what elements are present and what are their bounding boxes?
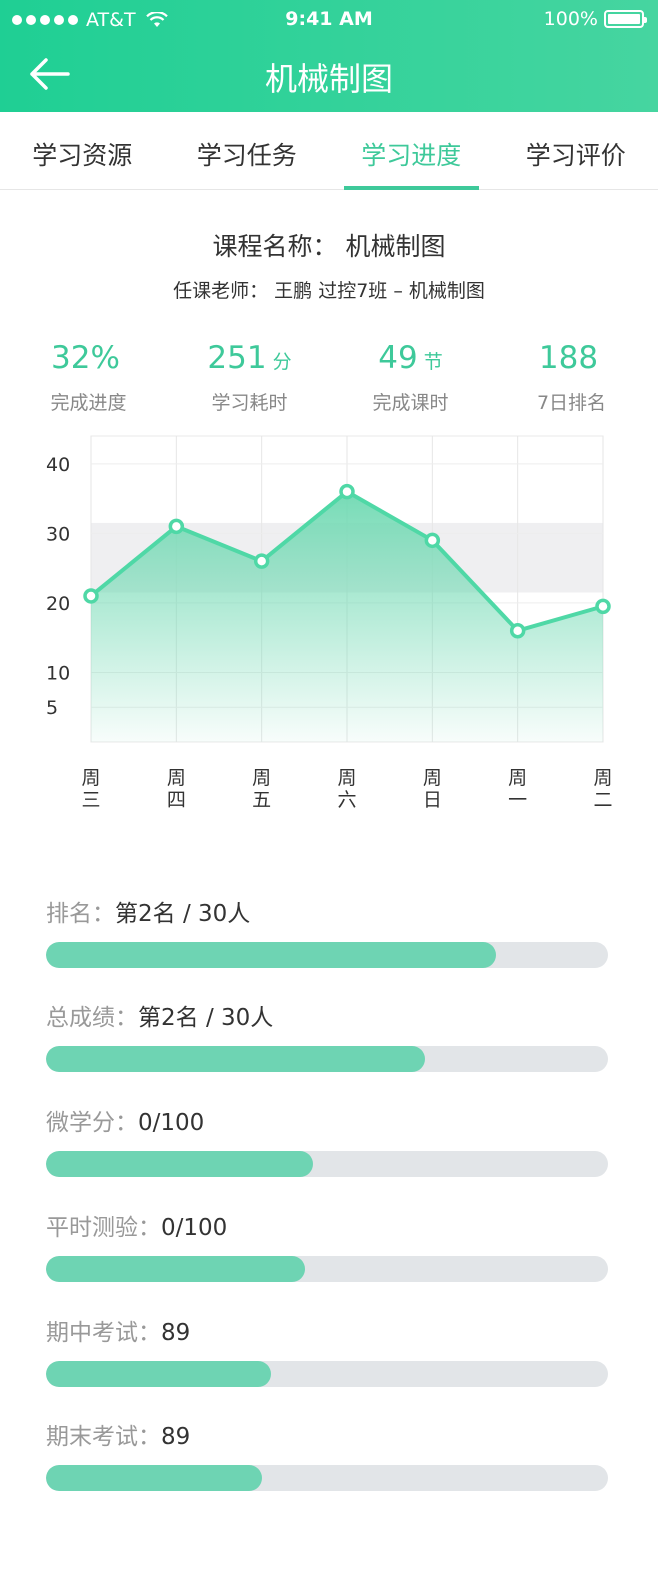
stats-row: 32% 完成进度 251 分 学习耗时 49 节 完成课时 188 7日排名 (8, 338, 652, 415)
status-right: 100% (543, 8, 647, 30)
y-tick-label: 30 (46, 523, 70, 545)
x-tick-label: 周六 (337, 767, 356, 811)
stat-completion: 32% 完成进度 (8, 338, 169, 415)
progress-track (46, 1046, 608, 1072)
data-point (339, 483, 355, 500)
app-header: AT&T 9:41 AM 100% 机械制图 (0, 0, 658, 112)
status-time: 9:41 AM (285, 8, 373, 30)
stat-rank: 188 7日排名 (491, 338, 652, 415)
progress-track (46, 1361, 608, 1387)
progress-final: 期末考试：89 (46, 1421, 608, 1491)
y-tick-label: 20 (46, 593, 70, 615)
data-point (168, 518, 185, 535)
stat-label: 完成进度 (50, 392, 127, 414)
x-tick-label: 周二 (593, 767, 612, 811)
progress-title: 平时测验：0/100 (46, 1215, 228, 1241)
stat-value: 251 分 (207, 340, 292, 376)
back-arrow-icon[interactable] (28, 54, 72, 94)
data-point (595, 598, 611, 615)
data-point (509, 622, 526, 639)
y-tick-label: 10 (46, 662, 70, 684)
stat-value: 188 (538, 340, 599, 376)
progress-rank: 排名：第2名 / 30人 (46, 898, 608, 968)
course-teacher: 任课老师： 王鹏 过控7班 – 机械制图 (173, 280, 485, 302)
stat-label: 学习耗时 (211, 392, 288, 414)
data-point (253, 553, 270, 569)
status-left: AT&T (12, 9, 168, 31)
progress-title: 总成绩：第2名 / 30人 (46, 1005, 274, 1031)
x-tick-label: 周四 (167, 767, 186, 811)
progress-title: 期末考试：89 (46, 1424, 191, 1450)
progress-total-score: 总成绩：第2名 / 30人 (46, 1002, 608, 1072)
status-bar: AT&T 9:41 AM 100% (0, 0, 658, 38)
stat-label: 完成课时 (372, 392, 449, 414)
tab-progress[interactable]: 学习进度 (329, 112, 494, 190)
progress-track (46, 1151, 608, 1177)
progress-fill (46, 1465, 263, 1491)
tab-evaluation[interactable]: 学习评价 (525, 141, 626, 170)
progress-track (46, 1465, 608, 1491)
progress-fill (46, 1046, 426, 1072)
stat-study-time: 251 分 学习耗时 (169, 338, 330, 415)
progress-fill (46, 1151, 313, 1177)
x-tick-label: 周五 (252, 767, 271, 811)
y-tick-label: 5 (46, 697, 58, 719)
series-area (91, 491, 603, 742)
stat-value: 32% (51, 340, 120, 376)
stat-value: 49 节 (378, 340, 443, 376)
x-tick-label: 周一 (508, 767, 527, 811)
battery-percent: 100% (543, 8, 598, 30)
signal-strength-icon (12, 15, 78, 25)
progress-micro-credit: 微学分：0/100 (46, 1107, 608, 1177)
battery-icon (604, 10, 647, 28)
wifi-icon (145, 12, 168, 27)
nav-bar: 机械制图 (0, 38, 658, 112)
page-title: 机械制图 (264, 60, 393, 98)
carrier-name: AT&T (86, 9, 136, 31)
y-tick-label: 40 (46, 454, 70, 476)
progress-title: 微学分：0/100 (46, 1110, 205, 1136)
weekly-progress-chart: 40 30 20 10 5 周三 周四 周五 周六 周日 周一 周二 (46, 435, 613, 811)
progress-track (46, 1256, 608, 1282)
x-tick-label: 周三 (81, 767, 100, 811)
progress-title: 排名：第2名 / 30人 (46, 901, 251, 927)
progress-midterm: 期中考试：89 (46, 1317, 608, 1387)
progress-title: 期中考试：89 (46, 1320, 191, 1346)
tab-tasks[interactable]: 学习任务 (196, 141, 297, 170)
x-tick-label: 周日 (423, 767, 442, 811)
data-point (83, 588, 99, 604)
progress-track (46, 942, 608, 968)
progress-fill (46, 942, 496, 968)
progress-fill (46, 1361, 271, 1387)
course-name: 课程名称： 机械制图 (212, 232, 446, 261)
stat-label: 7日排名 (536, 392, 607, 414)
tab-bar: 学习资源 学习任务 学习进度 学习评价 (0, 112, 658, 190)
data-point (424, 532, 441, 549)
progress-quiz: 平时测验：0/100 (46, 1212, 608, 1282)
progress-fill (46, 1256, 305, 1282)
stat-lessons: 49 节 完成课时 (330, 338, 491, 415)
tab-resources[interactable]: 学习资源 (32, 141, 133, 170)
